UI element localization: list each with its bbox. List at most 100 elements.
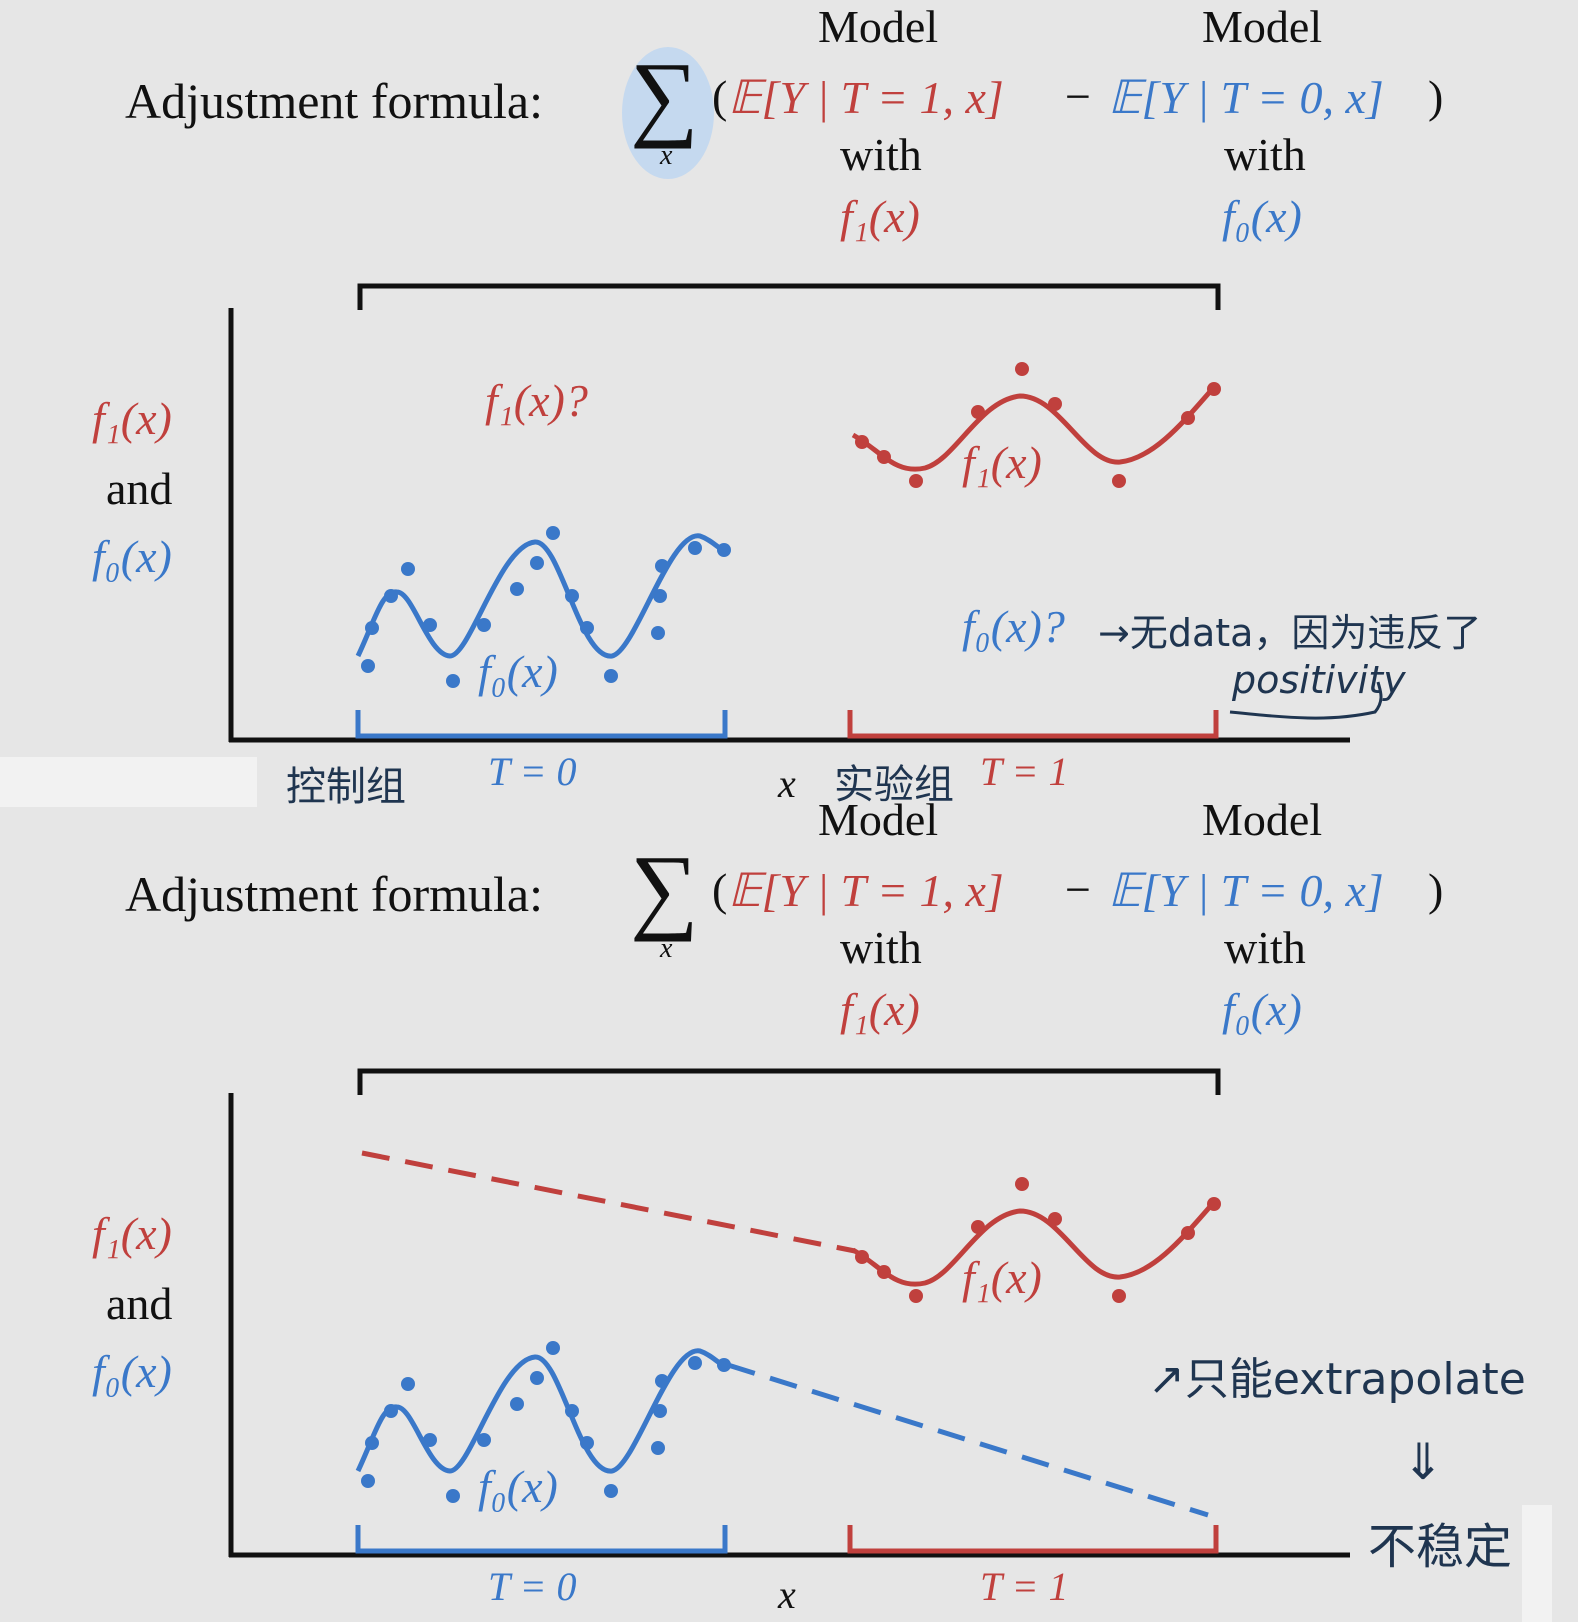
y-label-f0: f₀(x) [92,1346,172,1397]
f0-points [361,1341,731,1503]
support-bracket [357,283,1221,310]
treated-model-label: Model [818,1,939,52]
minus-sign: − [1065,71,1091,122]
y-label-and: and [106,1278,173,1329]
control-expectation: 𝔼[Y | T = 0, x] [1108,865,1384,916]
sum-symbol: ∑ [630,835,699,942]
treated-expectation: 𝔼[Y | T = 1, x] [728,72,1004,123]
f0-point [446,674,460,688]
treated-model-fn: f₁(x) [840,984,920,1035]
control-model-label: Model [1202,1,1323,52]
formula-label: Adjustment formula: [125,866,543,922]
f1-point [1181,411,1195,425]
positivity-underline [1229,681,1383,720]
f1-curve [851,384,1217,472]
f0-point [446,1489,460,1503]
close-paren: ) [1428,864,1444,915]
open-paren: ( [712,864,728,915]
y-label-and: and [106,463,173,514]
minus-sign: − [1065,864,1091,915]
f0-point [655,1374,669,1388]
f0-point [688,541,702,555]
f0-point [510,582,524,596]
f0-point [604,1484,618,1498]
f0-point [361,659,375,673]
f1-extrapolation-dashed [361,1150,856,1254]
f0-point [655,559,669,573]
formula-label: Adjustment formula: [125,73,543,129]
f1-point [1015,1177,1029,1191]
f1-point [1048,397,1062,411]
y-label-f0: f₀(x) [92,531,172,582]
f0-point [653,1404,667,1418]
f1-question-label: f₁(x)? [485,375,588,426]
f0-point [401,562,415,576]
f0-question-label: f₀(x)? [962,601,1065,652]
support-bracket [357,1068,1221,1095]
f0-point [510,1397,524,1411]
f0-point [361,1474,375,1488]
f1-point [1112,1289,1126,1303]
f0-point [530,556,544,570]
sum-subscript: x [660,140,673,171]
f0-point [530,1371,544,1385]
control-model-label: Model [1202,794,1323,845]
open-paren: ( [712,71,728,122]
f1-point [1048,1212,1062,1226]
f0-point [717,543,731,557]
f0-point [365,621,379,635]
f1-point [877,1265,891,1279]
f1-point [1015,362,1029,376]
treated-model-label: Model [818,794,939,845]
no-data-note: →无data，因为违反了 [1098,611,1482,655]
f0-point [477,618,491,632]
y-label-f1: f₁(x) [92,393,172,444]
control-range-bracket [355,710,728,739]
f0-point [546,1341,560,1355]
panel-extrapolation: Adjustment formula: ∑ x ( 𝔼[Y | T = 1, x… [0,794,1578,1622]
f0-point [717,1358,731,1372]
f1-points [855,1177,1221,1303]
control-model-fn: f₀(x) [1222,984,1302,1035]
unstable-note: 不稳定 [1368,1519,1513,1575]
f1-curve [851,1199,1217,1287]
screenshot-patch [1522,1505,1552,1622]
f0-points [361,526,731,688]
f1-point [1207,382,1221,396]
f0-curve-label: f₀(x) [478,646,558,697]
f0-point [565,1404,579,1418]
t1-label: T = 1 [980,1564,1069,1609]
f1-point [877,450,891,464]
sum-subscript: x [660,933,673,964]
treated-expectation: 𝔼[Y | T = 1, x] [728,865,1004,916]
f1-point [1207,1197,1221,1211]
f0-point [423,1433,437,1447]
sum-symbol: ∑ [630,42,699,149]
f1-point [971,405,985,419]
f0-point [477,1433,491,1447]
f0-point [401,1377,415,1391]
positivity-note: positivity [1232,658,1406,702]
f0-point [384,1404,398,1418]
f1-point [855,1250,869,1264]
control-expectation: 𝔼[Y | T = 0, x] [1108,72,1384,123]
x-axis-label: x [778,1572,796,1617]
close-paren: ) [1428,71,1444,122]
f0-point [365,1436,379,1450]
control-range-bracket [355,1525,728,1554]
f0-point [653,589,667,603]
treated-range-bracket [847,1525,1219,1554]
control-with-label: with [1224,922,1306,973]
f0-point [384,589,398,603]
f0-point [565,589,579,603]
f0-point [423,618,437,632]
treated-with-label: with [840,922,922,973]
treated-range-bracket [847,710,1219,739]
f1-point [909,1289,923,1303]
f1-point [1112,474,1126,488]
control-with-label: with [1224,129,1306,180]
down-arrow-note: ⇓ [1402,1433,1444,1491]
f0-curve-label: f₀(x) [478,1461,558,1512]
t1-label: T = 1 [980,749,1069,794]
plot-panel-1 [228,47,1383,743]
